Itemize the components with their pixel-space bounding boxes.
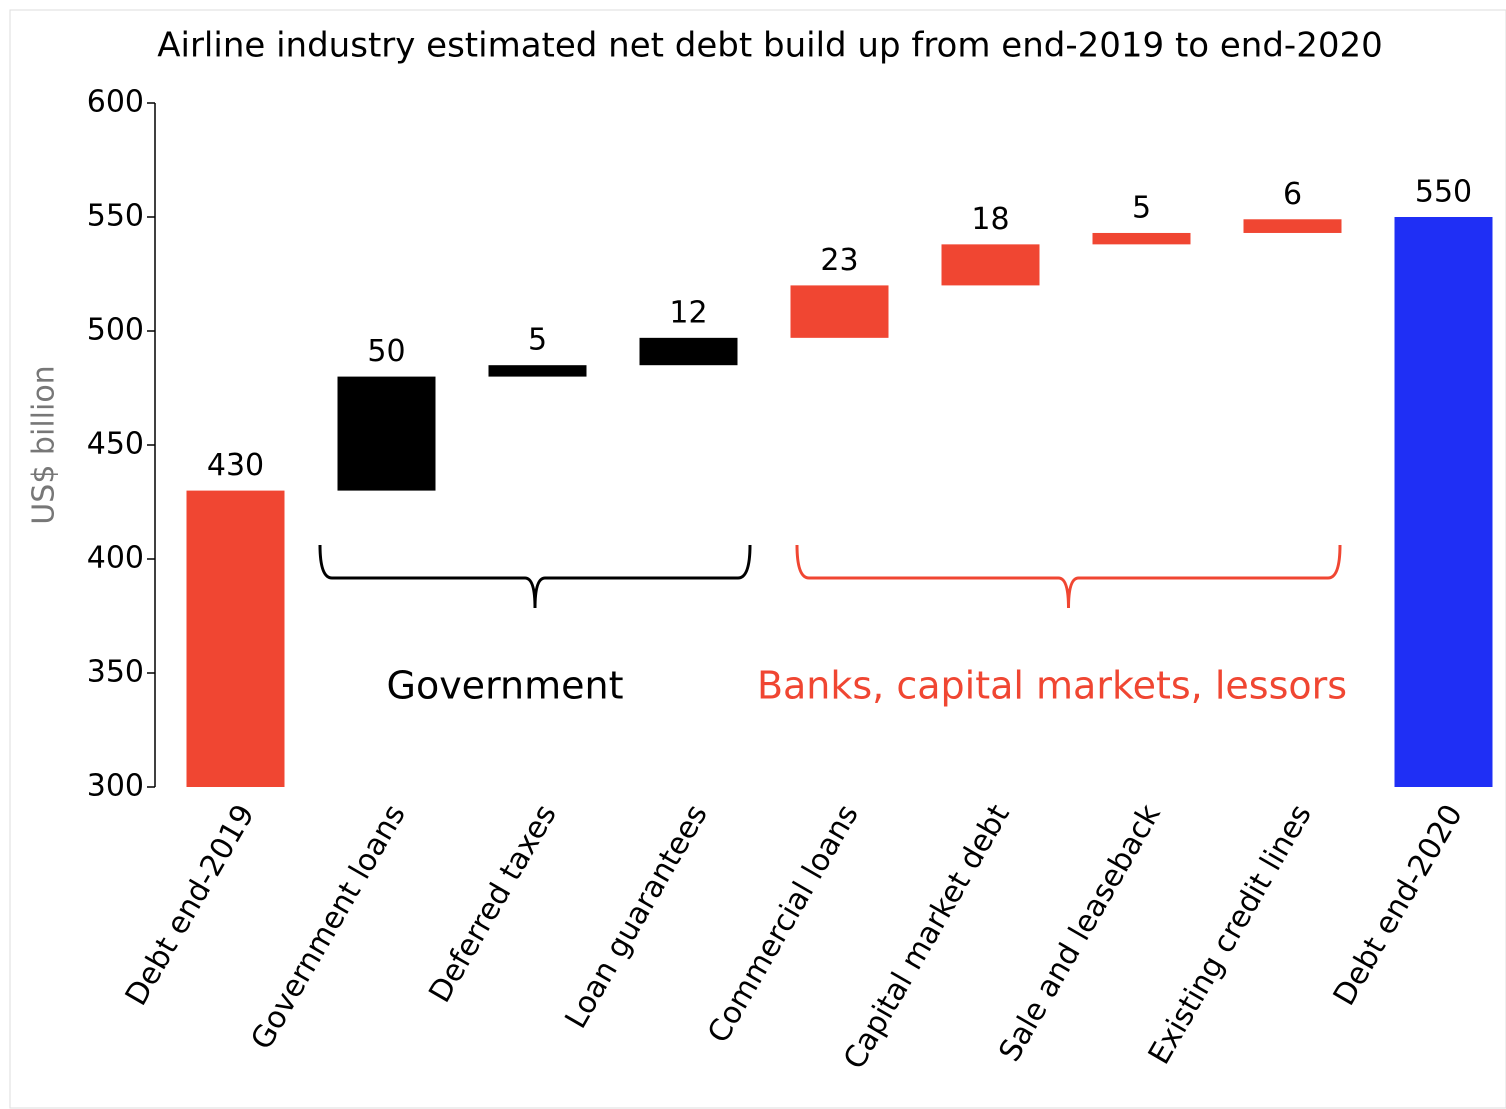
y-tick-label: 350 bbox=[87, 655, 144, 690]
value-label: 6 bbox=[1283, 177, 1302, 212]
value-label: 430 bbox=[207, 448, 264, 483]
value-label: 18 bbox=[971, 202, 1009, 237]
y-tick-label: 400 bbox=[87, 541, 144, 576]
x-tick-label: Commercial loans bbox=[701, 799, 866, 1049]
bar bbox=[790, 285, 889, 338]
y-axis-label: US$ billion bbox=[27, 365, 62, 524]
group-bracket bbox=[795, 544, 1342, 609]
value-label: 5 bbox=[528, 323, 547, 358]
bar bbox=[488, 365, 587, 377]
group-bracket bbox=[318, 544, 752, 609]
bar bbox=[337, 376, 436, 491]
value-label: 23 bbox=[820, 243, 858, 278]
y-tick-label: 550 bbox=[87, 199, 144, 234]
y-tick-label: 450 bbox=[87, 427, 144, 462]
x-tick-label: Existing credit lines bbox=[1142, 799, 1319, 1071]
y-tick-label: 500 bbox=[87, 313, 144, 348]
y-tick-label: 600 bbox=[87, 85, 144, 120]
value-label: 12 bbox=[669, 295, 707, 330]
x-tick-label: Government loans bbox=[244, 799, 412, 1056]
x-tick-label: Debt end-2019 bbox=[119, 799, 262, 1012]
chart-title: Airline industry estimated net debt buil… bbox=[157, 26, 1382, 66]
group-label: Government bbox=[387, 664, 624, 708]
bar bbox=[1243, 219, 1342, 233]
value-label: 5 bbox=[1132, 190, 1151, 225]
x-tick-label: Loan guarantees bbox=[559, 799, 715, 1035]
x-tick-label: Sale and leaseback bbox=[992, 798, 1168, 1067]
bar bbox=[186, 490, 285, 787]
bar bbox=[1092, 232, 1191, 245]
y-tick-label: 300 bbox=[87, 769, 144, 804]
x-tick-label: Capital market debt bbox=[837, 799, 1017, 1076]
value-label: 550 bbox=[1415, 175, 1472, 210]
group-label: Banks, capital markets, lessors bbox=[757, 664, 1347, 708]
value-label: 50 bbox=[367, 334, 405, 369]
x-tick-label: Debt end-2020 bbox=[1327, 799, 1470, 1012]
x-tick-label: Deferred taxes bbox=[422, 799, 563, 1009]
frame bbox=[9, 9, 1506, 1109]
bar bbox=[941, 244, 1040, 286]
bar bbox=[1394, 217, 1493, 787]
bar bbox=[639, 337, 738, 366]
